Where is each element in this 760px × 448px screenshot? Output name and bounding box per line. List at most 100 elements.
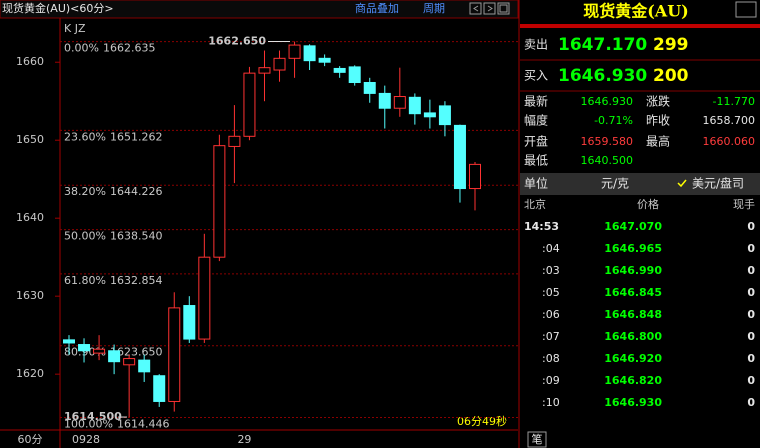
stat-label: 最低: [524, 154, 548, 168]
tick-price: 1646.920: [604, 352, 662, 365]
fib-price: 1644.226: [110, 185, 163, 198]
period-label: 60分: [18, 433, 43, 446]
fib-price: 1651.262: [110, 130, 163, 143]
tick-volume: 0: [747, 242, 755, 255]
fib-ratio: 0.00%: [64, 42, 99, 55]
tick-volume: 0: [747, 308, 755, 321]
buy-price: 1646.930: [558, 66, 647, 86]
quote-title: 现货黄金(AU): [583, 2, 689, 21]
unit-label: 单位: [524, 176, 548, 191]
candle-body: [108, 350, 121, 363]
unit-option[interactable]: 美元/盘司: [692, 176, 744, 191]
indicator-label: K JZ: [64, 22, 86, 35]
candle-body: [198, 256, 211, 340]
fib-price: 1623.650: [110, 346, 163, 359]
tick-time: :07: [542, 330, 560, 343]
candle-body: [288, 44, 301, 59]
annotation: 1614.500: [64, 410, 122, 423]
unit-bar: [520, 173, 760, 195]
tick-price: 1646.800: [604, 330, 662, 343]
check-icon[interactable]: [677, 179, 687, 188]
tick-time: :04: [542, 242, 560, 255]
buy-label: 买入: [524, 69, 548, 83]
tick-volume: 0: [747, 264, 755, 277]
y-tick-label: 1620: [16, 367, 44, 380]
candle-body: [213, 145, 226, 258]
menu-link[interactable]: 周期: [423, 2, 445, 15]
icon-button[interactable]: [483, 2, 496, 15]
candle-body: [378, 92, 391, 109]
window-title: 现货黄金(AU)<60分>: [2, 1, 114, 15]
tick-price: 1646.965: [604, 242, 662, 255]
candle-body: [78, 344, 91, 352]
stat-value: -0.71%: [594, 114, 633, 127]
candle-body: [318, 57, 331, 63]
stat-label: 最高: [646, 134, 670, 149]
icon-glyph: [473, 4, 508, 13]
candle-body: [168, 307, 181, 402]
fib-ratio: 100.00%: [64, 417, 113, 430]
candle-body: [183, 305, 196, 340]
candle-body: [138, 359, 151, 373]
stat-value: 1646.930: [581, 95, 634, 108]
fib-ratio: 38.20%: [64, 185, 106, 198]
icon-button[interactable]: [497, 2, 510, 15]
candle-body: [453, 124, 466, 190]
candle-body: [153, 375, 166, 402]
stat-label: 昨收: [646, 114, 670, 128]
candle-body: [123, 358, 136, 366]
tab[interactable]: [527, 431, 547, 448]
icon-button[interactable]: [469, 2, 482, 15]
candle-body: [303, 45, 316, 62]
fib-price: 1614.446: [117, 417, 170, 430]
candle-body: [348, 66, 361, 83]
top-bar: [0, 0, 519, 19]
candle-body: [408, 96, 421, 115]
menu-link[interactable]: 商品叠加: [355, 1, 399, 15]
tick-header: 价格: [637, 197, 659, 211]
y-tick-label: 1630: [16, 289, 44, 302]
candle-body: [258, 67, 271, 74]
tick-time: :10: [542, 396, 560, 409]
tick-time: :06: [542, 308, 560, 321]
stat-value: 1660.060: [703, 135, 756, 148]
candle-body: [273, 57, 286, 71]
y-tick-label: 1650: [16, 133, 44, 146]
fib-price: 1632.854: [110, 274, 163, 287]
stat-value: 1640.500: [581, 154, 634, 167]
tick-time: 14:53: [524, 220, 559, 233]
y-tick-label: 1660: [16, 55, 44, 68]
x-tick-label: 29: [237, 433, 251, 446]
fib-ratio: 61.80%: [64, 274, 106, 287]
stat-label: 幅度: [524, 113, 548, 128]
stat-value: 1658.700: [703, 114, 756, 127]
stat-value: 1659.580: [581, 135, 634, 148]
stat-label: 最新: [524, 94, 548, 109]
candle-body: [93, 348, 106, 354]
candle-body: [423, 112, 436, 118]
toolbar-icons: [469, 2, 510, 15]
candle-body: [393, 96, 406, 109]
tick-header: 现手: [733, 197, 755, 211]
candle-body: [438, 105, 451, 126]
tick-volume: 0: [747, 286, 755, 299]
tab-label[interactable]: 笔: [532, 432, 543, 446]
tick-volume: 0: [747, 330, 755, 343]
stat-value: -11.770: [713, 95, 755, 108]
tick-price: 1646.845: [604, 286, 662, 299]
tick-header: 北京: [524, 197, 546, 211]
sell-label: 卖出: [524, 38, 548, 52]
buy-volume: 200: [653, 66, 689, 86]
tick-price: 1646.990: [604, 264, 662, 277]
tick-time: :09: [542, 374, 560, 387]
fib-ratio: 50.00%: [64, 230, 106, 243]
fib-ratio: 23.60%: [64, 130, 106, 143]
tick-time: :05: [542, 286, 560, 299]
x-tick-label: 0928: [72, 433, 100, 446]
sell-price: 1647.170: [558, 35, 647, 55]
close-button[interactable]: [735, 1, 757, 18]
candle-body: [63, 339, 75, 344]
fib-price: 1662.635: [103, 42, 156, 55]
